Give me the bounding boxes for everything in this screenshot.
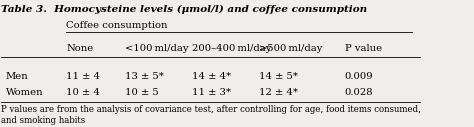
Text: None: None [66, 44, 93, 53]
Text: 0.028: 0.028 [345, 88, 373, 97]
Text: 12 ± 4*: 12 ± 4* [259, 88, 298, 97]
Text: <100 ml/day: <100 ml/day [125, 44, 188, 53]
Text: 200–400 ml/day: 200–400 ml/day [192, 44, 271, 53]
Text: Women: Women [6, 88, 43, 97]
Text: Men: Men [6, 72, 28, 81]
Text: P values are from the analysis of covariance test, after controlling for age, fo: P values are from the analysis of covari… [1, 105, 421, 125]
Text: 11 ± 3*: 11 ± 3* [192, 88, 231, 97]
Text: 10 ± 5: 10 ± 5 [125, 88, 159, 97]
Text: >500 ml/day: >500 ml/day [259, 44, 322, 53]
Text: 14 ± 4*: 14 ± 4* [192, 72, 231, 81]
Text: Coffee consumption: Coffee consumption [66, 21, 168, 30]
Text: P value: P value [345, 44, 382, 53]
Text: 10 ± 4: 10 ± 4 [66, 88, 100, 97]
Text: Table 3.  Homocysteine levels (μmol/l) and coffee consumption: Table 3. Homocysteine levels (μmol/l) an… [1, 5, 367, 14]
Text: 0.009: 0.009 [345, 72, 373, 81]
Text: 13 ± 5*: 13 ± 5* [125, 72, 164, 81]
Text: 14 ± 5*: 14 ± 5* [259, 72, 298, 81]
Text: 11 ± 4: 11 ± 4 [66, 72, 100, 81]
